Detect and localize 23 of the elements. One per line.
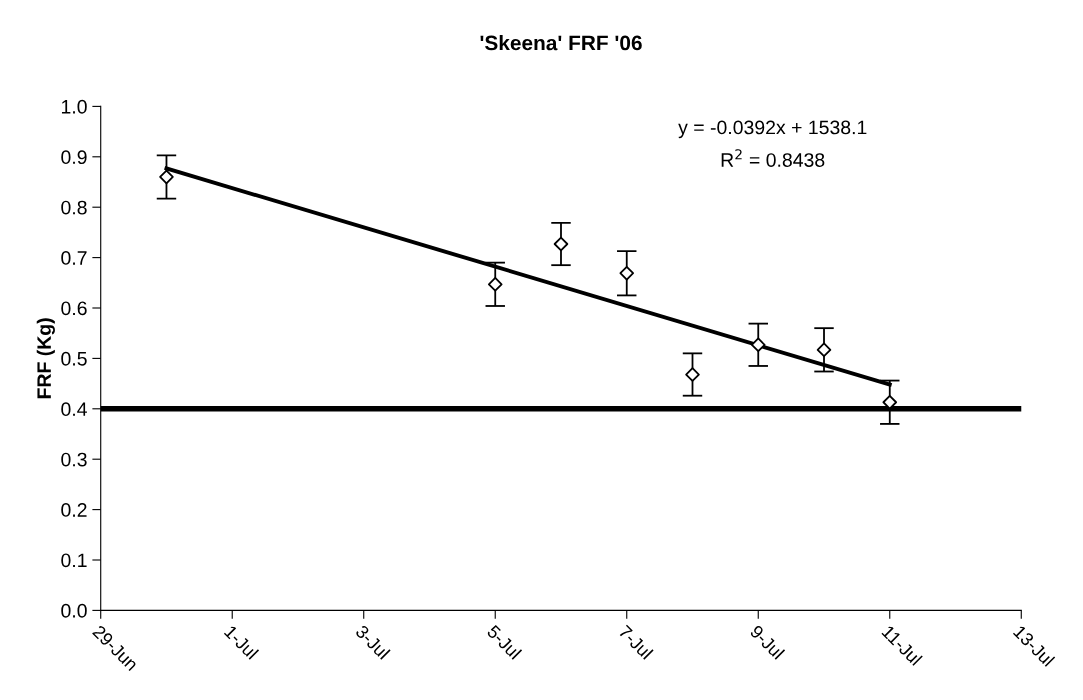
y-axis-title: FRF (Kg)	[36, 318, 55, 399]
y-tick-label: 0.4	[61, 402, 87, 417]
point	[553, 236, 569, 252]
y-tick-label: 0.9	[61, 150, 87, 165]
annotation: y = -0.0392x + 1538.1	[678, 120, 867, 139]
y-tick-label: 0.3	[61, 452, 87, 467]
y-tick-label: 0.8	[61, 200, 87, 215]
point	[159, 169, 174, 185]
y-tick-label: 0.6	[61, 301, 87, 316]
point	[750, 337, 766, 353]
point	[685, 367, 700, 382]
y-tick-label: 0.7	[61, 251, 87, 265]
y-tick-label: 0.0	[61, 603, 87, 618]
point	[816, 342, 832, 358]
y-tick-label: 0.5	[61, 351, 87, 366]
y-tick-label: 1.0	[61, 99, 87, 114]
point	[882, 394, 898, 410]
y-tick-label: 0.1	[61, 553, 87, 568]
point	[619, 265, 635, 281]
point	[487, 277, 503, 292]
chart-title: 'Skeena' FRF '06	[480, 35, 642, 51]
annotation: R$^{2}$ = 0.8438	[721, 149, 825, 167]
y-tick-label: 0.2	[61, 503, 87, 517]
